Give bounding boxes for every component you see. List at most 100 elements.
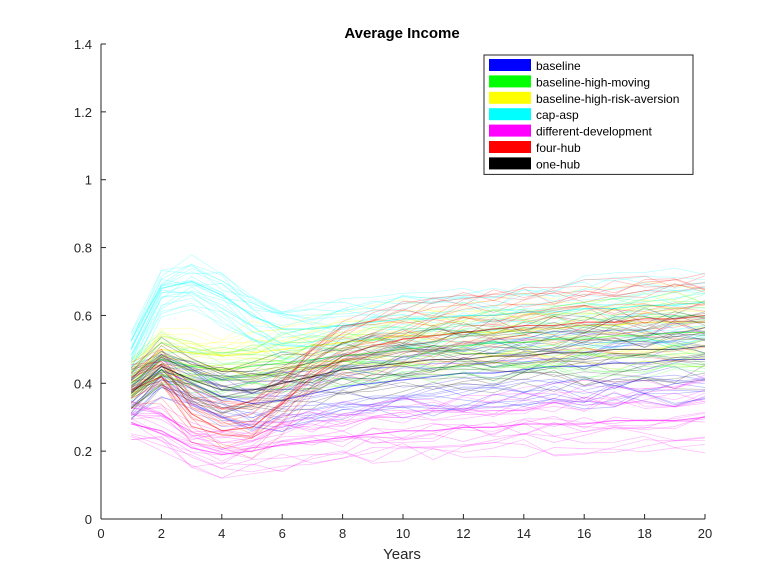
run-line — [130, 280, 706, 410]
run-line — [130, 345, 706, 398]
chart-title: Average Income — [344, 25, 459, 42]
run-line — [130, 334, 706, 449]
x-tick-label: 16 — [577, 526, 591, 541]
run-line — [131, 391, 706, 441]
y-tick-label: 1 — [85, 173, 92, 188]
run-line — [131, 374, 706, 421]
run-line — [131, 344, 706, 392]
run-line — [130, 309, 706, 370]
run-line — [131, 392, 706, 443]
run-line — [130, 307, 706, 374]
series-runs-baseline-high-moving — [130, 289, 706, 409]
run-line — [131, 317, 706, 380]
series-line-different-development — [131, 416, 706, 456]
x-axis-ticks: 0 2 4 6 8 10 12 14 16 18 20 — [97, 514, 712, 541]
run-line — [130, 284, 706, 409]
run-line — [131, 412, 706, 454]
run-line — [131, 319, 706, 385]
run-line — [130, 341, 706, 398]
run-line — [130, 310, 706, 381]
run-line — [130, 316, 706, 381]
legend-item-baseline-high-moving: baseline-high-moving — [489, 75, 650, 89]
x-tick-label: 4 — [218, 526, 225, 541]
run-line — [130, 305, 706, 369]
run-line — [130, 375, 706, 419]
run-line — [131, 285, 706, 406]
series-line-baseline-high-moving — [130, 331, 705, 384]
run-line — [131, 397, 706, 450]
legend-swatch — [489, 108, 531, 121]
run-line — [131, 346, 706, 453]
run-line — [130, 281, 706, 360]
legend-label: baseline-high-moving — [536, 75, 650, 89]
run-line — [131, 416, 706, 452]
x-tick-label: 6 — [279, 526, 286, 541]
run-line — [130, 300, 706, 374]
series-line-one-hub — [130, 345, 706, 394]
legend-label: different-development — [536, 125, 653, 139]
run-line — [130, 332, 706, 393]
series-runs-four-hub — [130, 273, 706, 459]
run-line — [130, 371, 706, 414]
run-line — [130, 360, 706, 409]
run-line — [130, 349, 706, 399]
run-line — [130, 340, 706, 392]
run-line — [131, 393, 706, 432]
run-line — [131, 366, 706, 419]
run-line — [130, 300, 706, 425]
run-line — [130, 356, 706, 401]
run-line — [131, 418, 706, 459]
run-line — [130, 295, 706, 370]
run-line — [130, 315, 706, 373]
run-line — [130, 330, 706, 394]
run-line — [131, 322, 706, 439]
run-line — [131, 394, 706, 444]
run-line — [130, 270, 706, 342]
run-line — [130, 362, 706, 408]
run-line — [130, 308, 706, 380]
y-tick-label: 0.4 — [74, 376, 92, 391]
run-line — [130, 327, 706, 389]
run-line — [130, 291, 706, 361]
series-runs-different-development — [131, 374, 706, 479]
run-line — [130, 318, 706, 381]
run-line — [130, 265, 706, 333]
plot-lines — [130, 254, 706, 479]
run-line — [131, 311, 706, 375]
run-line — [131, 358, 706, 399]
run-line — [131, 331, 706, 384]
run-line — [131, 278, 706, 410]
legend-item-different-development: different-development — [489, 124, 653, 139]
run-line — [130, 345, 706, 395]
run-line — [131, 302, 706, 426]
run-line — [131, 415, 706, 465]
legend-label: one-hub — [536, 157, 580, 171]
run-line — [130, 385, 706, 432]
legend-label: cap-asp — [536, 108, 579, 122]
run-line — [131, 427, 706, 469]
run-line — [130, 376, 706, 419]
run-line — [130, 263, 706, 348]
y-tick-label: 1.4 — [74, 37, 92, 52]
run-line — [130, 364, 706, 415]
series-runs-baseline — [130, 317, 706, 432]
run-line — [130, 364, 706, 409]
legend-item-baseline: baseline — [489, 59, 581, 73]
run-line — [130, 308, 706, 373]
run-line — [131, 433, 706, 468]
run-line — [131, 321, 706, 438]
x-tick-label: 0 — [97, 526, 104, 541]
x-tick-label: 8 — [339, 526, 346, 541]
run-line — [130, 298, 706, 362]
run-line — [131, 279, 706, 410]
run-line — [131, 433, 706, 479]
run-line — [130, 339, 706, 388]
run-line — [130, 289, 706, 359]
run-line — [131, 315, 706, 435]
legend: baseline baseline-high-moving baseline-hig… — [483, 54, 694, 175]
run-line — [131, 353, 706, 398]
run-line — [130, 278, 706, 341]
run-line — [130, 289, 706, 360]
run-line — [131, 353, 706, 394]
run-line — [131, 341, 706, 401]
